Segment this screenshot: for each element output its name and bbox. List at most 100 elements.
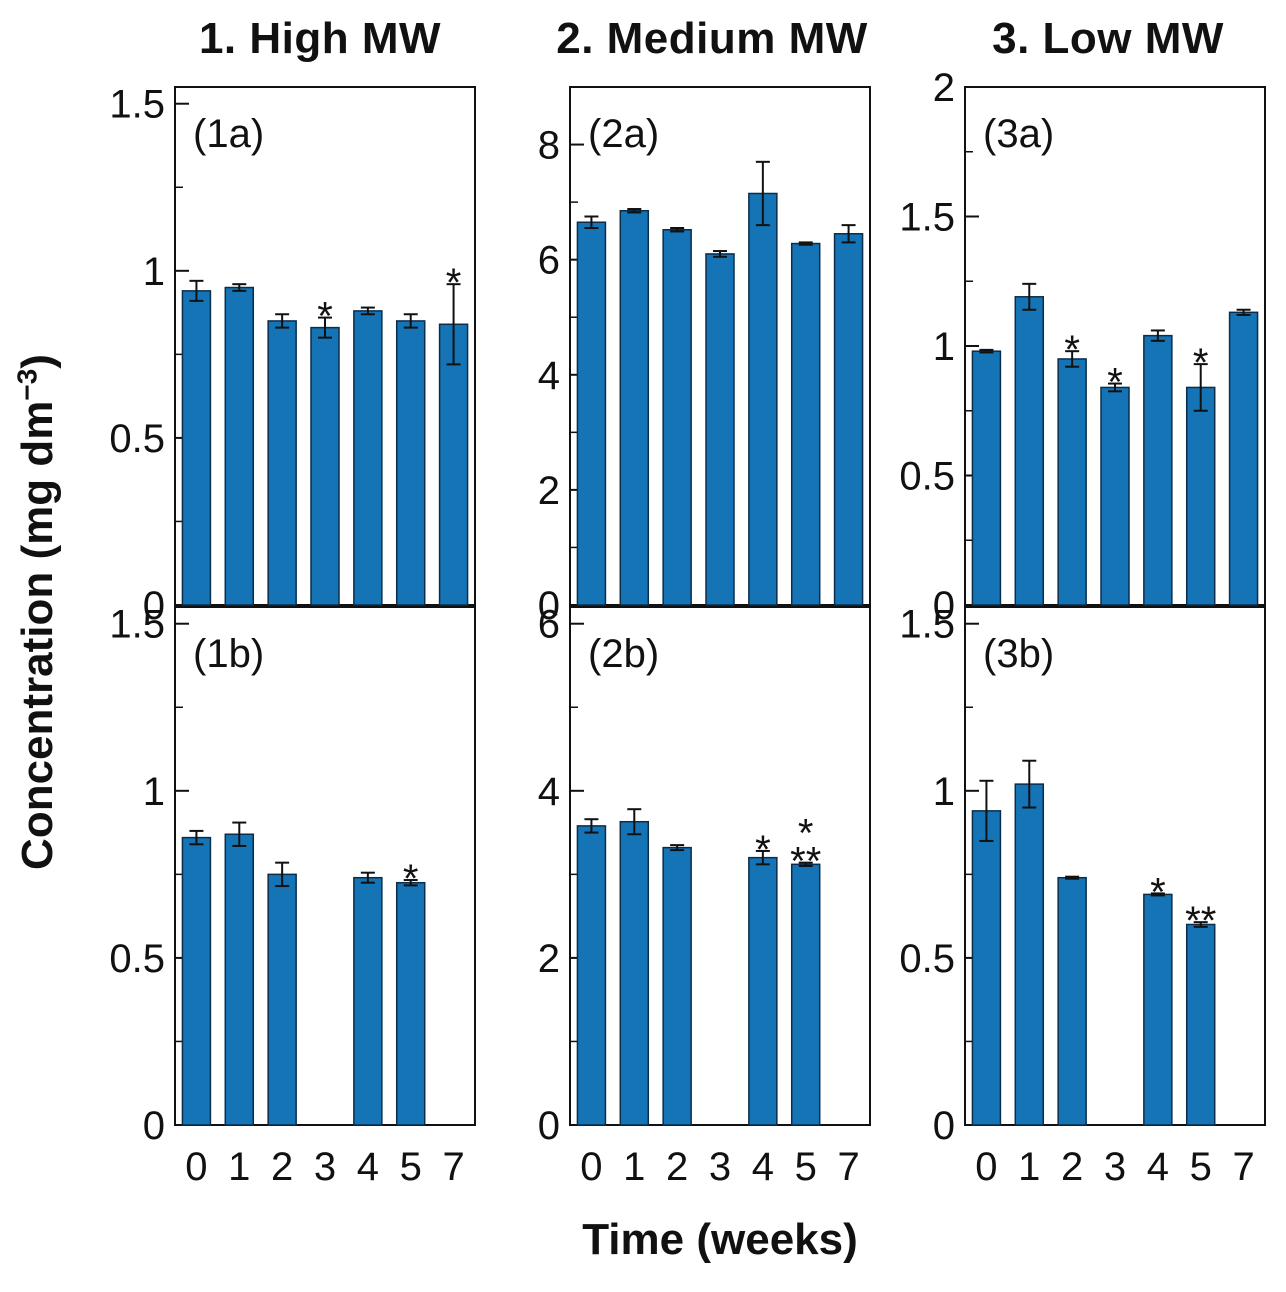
panel-2a-ytick-label: 0 xyxy=(538,584,560,628)
panel-3a-ytick-label: 0.5 xyxy=(899,455,955,499)
panel-3a-ytick-label: 2 xyxy=(933,66,955,110)
panel-2a-bar-1 xyxy=(619,209,650,606)
panel-3b-xtick-label: 0 xyxy=(975,1145,997,1189)
panel-1a-bar-5 xyxy=(395,320,426,606)
panel-2b-ytick-label: 4 xyxy=(538,770,560,814)
panel-3b-frame xyxy=(964,606,1266,1126)
panel-2a-ytick-label: 6 xyxy=(538,239,560,283)
panel-1a-significance-mark: * xyxy=(317,295,333,339)
panel-1a-bar-4 xyxy=(353,310,383,606)
panel-1b-bar-1 xyxy=(224,833,255,1126)
panel-2a-bar-0 xyxy=(576,221,607,606)
panel-3b-bar-0 xyxy=(971,810,1002,1126)
panel-2a-bar-7 xyxy=(833,233,864,606)
panel-1b-bar-2 xyxy=(267,873,297,1126)
panel-1b-significance-mark: * xyxy=(403,857,419,901)
panel-3a-bar-1 xyxy=(1014,296,1045,606)
panel-1a-significance-mark: * xyxy=(446,261,462,305)
panel-2b-xtick-label: 3 xyxy=(709,1145,731,1189)
panel-3b-label: (3b) xyxy=(983,632,1054,676)
panel-1a-ytick-label: 0.5 xyxy=(109,417,165,461)
panel-3b-bar-5 xyxy=(1185,923,1216,1126)
panel-2b-xtick-label: 5 xyxy=(795,1145,817,1189)
panel-1b-ytick-label: 1.5 xyxy=(109,603,165,647)
panel-2b-xtick-label: 7 xyxy=(837,1145,859,1189)
panel-3a-ytick-label: 1 xyxy=(933,325,955,369)
panel-3a-bar-2 xyxy=(1057,358,1087,606)
panel-3b-xtick-label: 4 xyxy=(1147,1145,1169,1189)
panel-2b-label: (2b) xyxy=(588,632,659,676)
panel-3a-bar-5 xyxy=(1185,386,1216,606)
panel-2b-xtick-label: 1 xyxy=(623,1145,645,1189)
panel-3a-ytick-label: 0 xyxy=(933,584,955,628)
panel-3b-xtick-label: 7 xyxy=(1232,1145,1254,1189)
panel-2a-bar-4 xyxy=(748,192,778,606)
panel-1a-ytick-label: 1 xyxy=(143,250,165,294)
panel-1b-ytick-label: 0.5 xyxy=(109,937,165,981)
panel-1b-xtick-label: 5 xyxy=(400,1145,422,1189)
panel-2a: 0 2 4 6 8 (2a) xyxy=(538,86,871,628)
panel-1a-bar-2 xyxy=(267,320,297,606)
panel-1b-ytick-label: 1 xyxy=(143,770,165,814)
panel-3a-significance-mark: * xyxy=(1064,328,1080,372)
panel-3a-significance-mark: * xyxy=(1107,361,1123,405)
panel-3b-bar-2 xyxy=(1057,876,1087,1126)
panel-2b-ytick-label: 2 xyxy=(538,937,560,981)
panel-1b-bar-5 xyxy=(395,881,426,1126)
panel-2b-significance-mark: * xyxy=(755,828,771,872)
panel-2b-bar-2 xyxy=(662,846,692,1126)
panel-1a-bar-1 xyxy=(224,286,255,606)
x-axis-title: Time (weeks) xyxy=(582,1215,858,1264)
panel-2b-bar-5 xyxy=(790,863,821,1126)
panel-2a-bar-3 xyxy=(705,253,735,606)
panel-1b: 00.511.5(1b)0 1 2 3 4*5 7 xyxy=(109,603,476,1189)
panel-3a-bar-7 xyxy=(1228,311,1259,606)
panel-2b-bar-1 xyxy=(619,820,650,1126)
panel-2b-ytick-label: 0 xyxy=(538,1104,560,1148)
panel-3b-bar-4 xyxy=(1143,893,1173,1126)
panel-2b-ytick-label: 6 xyxy=(538,603,560,647)
panel-2a-ytick-label: 8 xyxy=(538,124,560,168)
panel-3b-ytick-label: 0.5 xyxy=(899,937,955,981)
panel-1b-xtick-label: 0 xyxy=(185,1145,207,1189)
panel-3b-xtick-label: 5 xyxy=(1190,1145,1212,1189)
panel-1b-bar-4 xyxy=(353,876,383,1126)
panel-2a-label: (2a) xyxy=(588,112,659,156)
panel-2b-xtick-label: 4 xyxy=(752,1145,774,1189)
panel-1a-ytick-label: 1.5 xyxy=(109,83,165,127)
panel-2b-frame xyxy=(569,606,871,1126)
panel-3a: 0 0.5 1 1.5 2 (3a) * * * xyxy=(899,66,1266,628)
panel-2b-bar-4 xyxy=(748,856,778,1126)
panel-1a-bar-0 xyxy=(181,290,212,606)
panel-1a-ytick-label: 0 xyxy=(143,584,165,628)
panel-3b-ytick-label: 1.5 xyxy=(899,603,955,647)
panel-2a-bar-2 xyxy=(662,228,692,606)
panel-2a-ytick-label: 4 xyxy=(538,354,560,398)
panel-1b-xtick-label: 7 xyxy=(442,1145,464,1189)
panel-1b-bar-0 xyxy=(181,836,212,1126)
panel-2a-ytick-label: 2 xyxy=(538,469,560,513)
panel-3b-xtick-label: 1 xyxy=(1018,1145,1040,1189)
panel-1a-bar-7 xyxy=(438,323,469,606)
panel-2b-bar-0 xyxy=(576,825,607,1126)
panel-3a-significance-mark: * xyxy=(1193,341,1209,385)
panel-3a-ytick-label: 1.5 xyxy=(899,196,955,240)
panel-1a-bar-3 xyxy=(310,326,340,606)
panel-3b-bar-1 xyxy=(1014,783,1045,1126)
panel-3b-xtick-label: 2 xyxy=(1061,1145,1083,1189)
panel-3b-significance-mark: * xyxy=(1150,870,1166,914)
column-title-low-mw: 3. Low MW xyxy=(992,14,1224,63)
panel-1b-frame xyxy=(174,606,476,1126)
panel-1b-xtick-label: 1 xyxy=(228,1145,250,1189)
panel-1b-xtick-label: 3 xyxy=(314,1145,336,1189)
panel-3a-label: (3a) xyxy=(983,112,1054,156)
panel-1b-label: (1b) xyxy=(193,632,264,676)
panel-2b-significance-mark: ** xyxy=(790,840,821,884)
panel-2a-bar-5 xyxy=(790,242,821,606)
panel-3a-bar-0 xyxy=(971,350,1002,606)
panel-1a: 0 0.5 1 1.5 (1a) * * xyxy=(109,83,476,628)
panel-3b-ytick-label: 0 xyxy=(933,1104,955,1148)
